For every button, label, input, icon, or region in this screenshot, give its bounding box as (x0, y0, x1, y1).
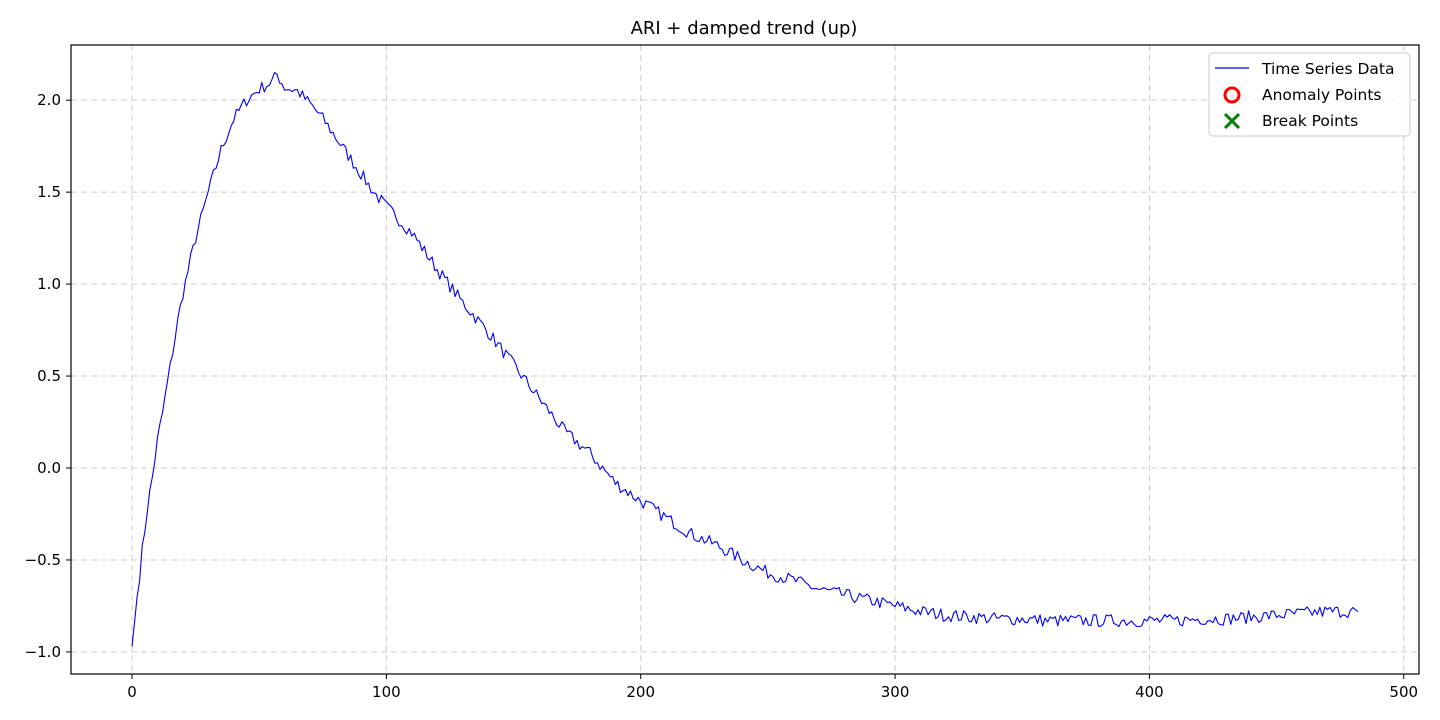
y-tick-label: −1.0 (25, 643, 61, 661)
y-tick-label: 0.0 (37, 459, 61, 477)
legend-label: Break Points (1262, 112, 1358, 130)
legend-box (1208, 52, 1411, 137)
axis-ticks: 0 100 200 300 400 500 −1.0 −0.5 0.0 0.5 1.0 1.5 2.0 (25, 91, 1418, 701)
x-tick-label: 0 (127, 683, 137, 701)
legend-label: Time Series Data (1261, 60, 1394, 78)
plot-area-frame (70, 44, 1420, 675)
y-tick-label: 0.5 (37, 367, 61, 385)
x-tick-label: 400 (1135, 683, 1164, 701)
x-tick-label: 100 (372, 683, 401, 701)
y-tick-label: −0.5 (25, 551, 61, 569)
x-tick-label: 200 (626, 683, 655, 701)
x-tick-label: 300 (881, 683, 910, 701)
grid-lines (71, 45, 1419, 674)
y-tick-label: 1.5 (37, 183, 61, 201)
y-tick-label: 1.0 (37, 275, 61, 293)
legend-label: Anomaly Points (1262, 86, 1381, 104)
series-line (131, 72, 1359, 647)
chart-title: ARI + damped trend (up) (631, 18, 858, 39)
y-tick-label: 2.0 (37, 91, 61, 109)
x-tick-label: 500 (1389, 683, 1418, 701)
series-layer (131, 72, 1359, 647)
legend-circle-icon (1223, 86, 1241, 104)
legend: Time Series Data Anomaly Points Break Poin… (1208, 52, 1411, 137)
legend-x-icon (1223, 112, 1241, 130)
